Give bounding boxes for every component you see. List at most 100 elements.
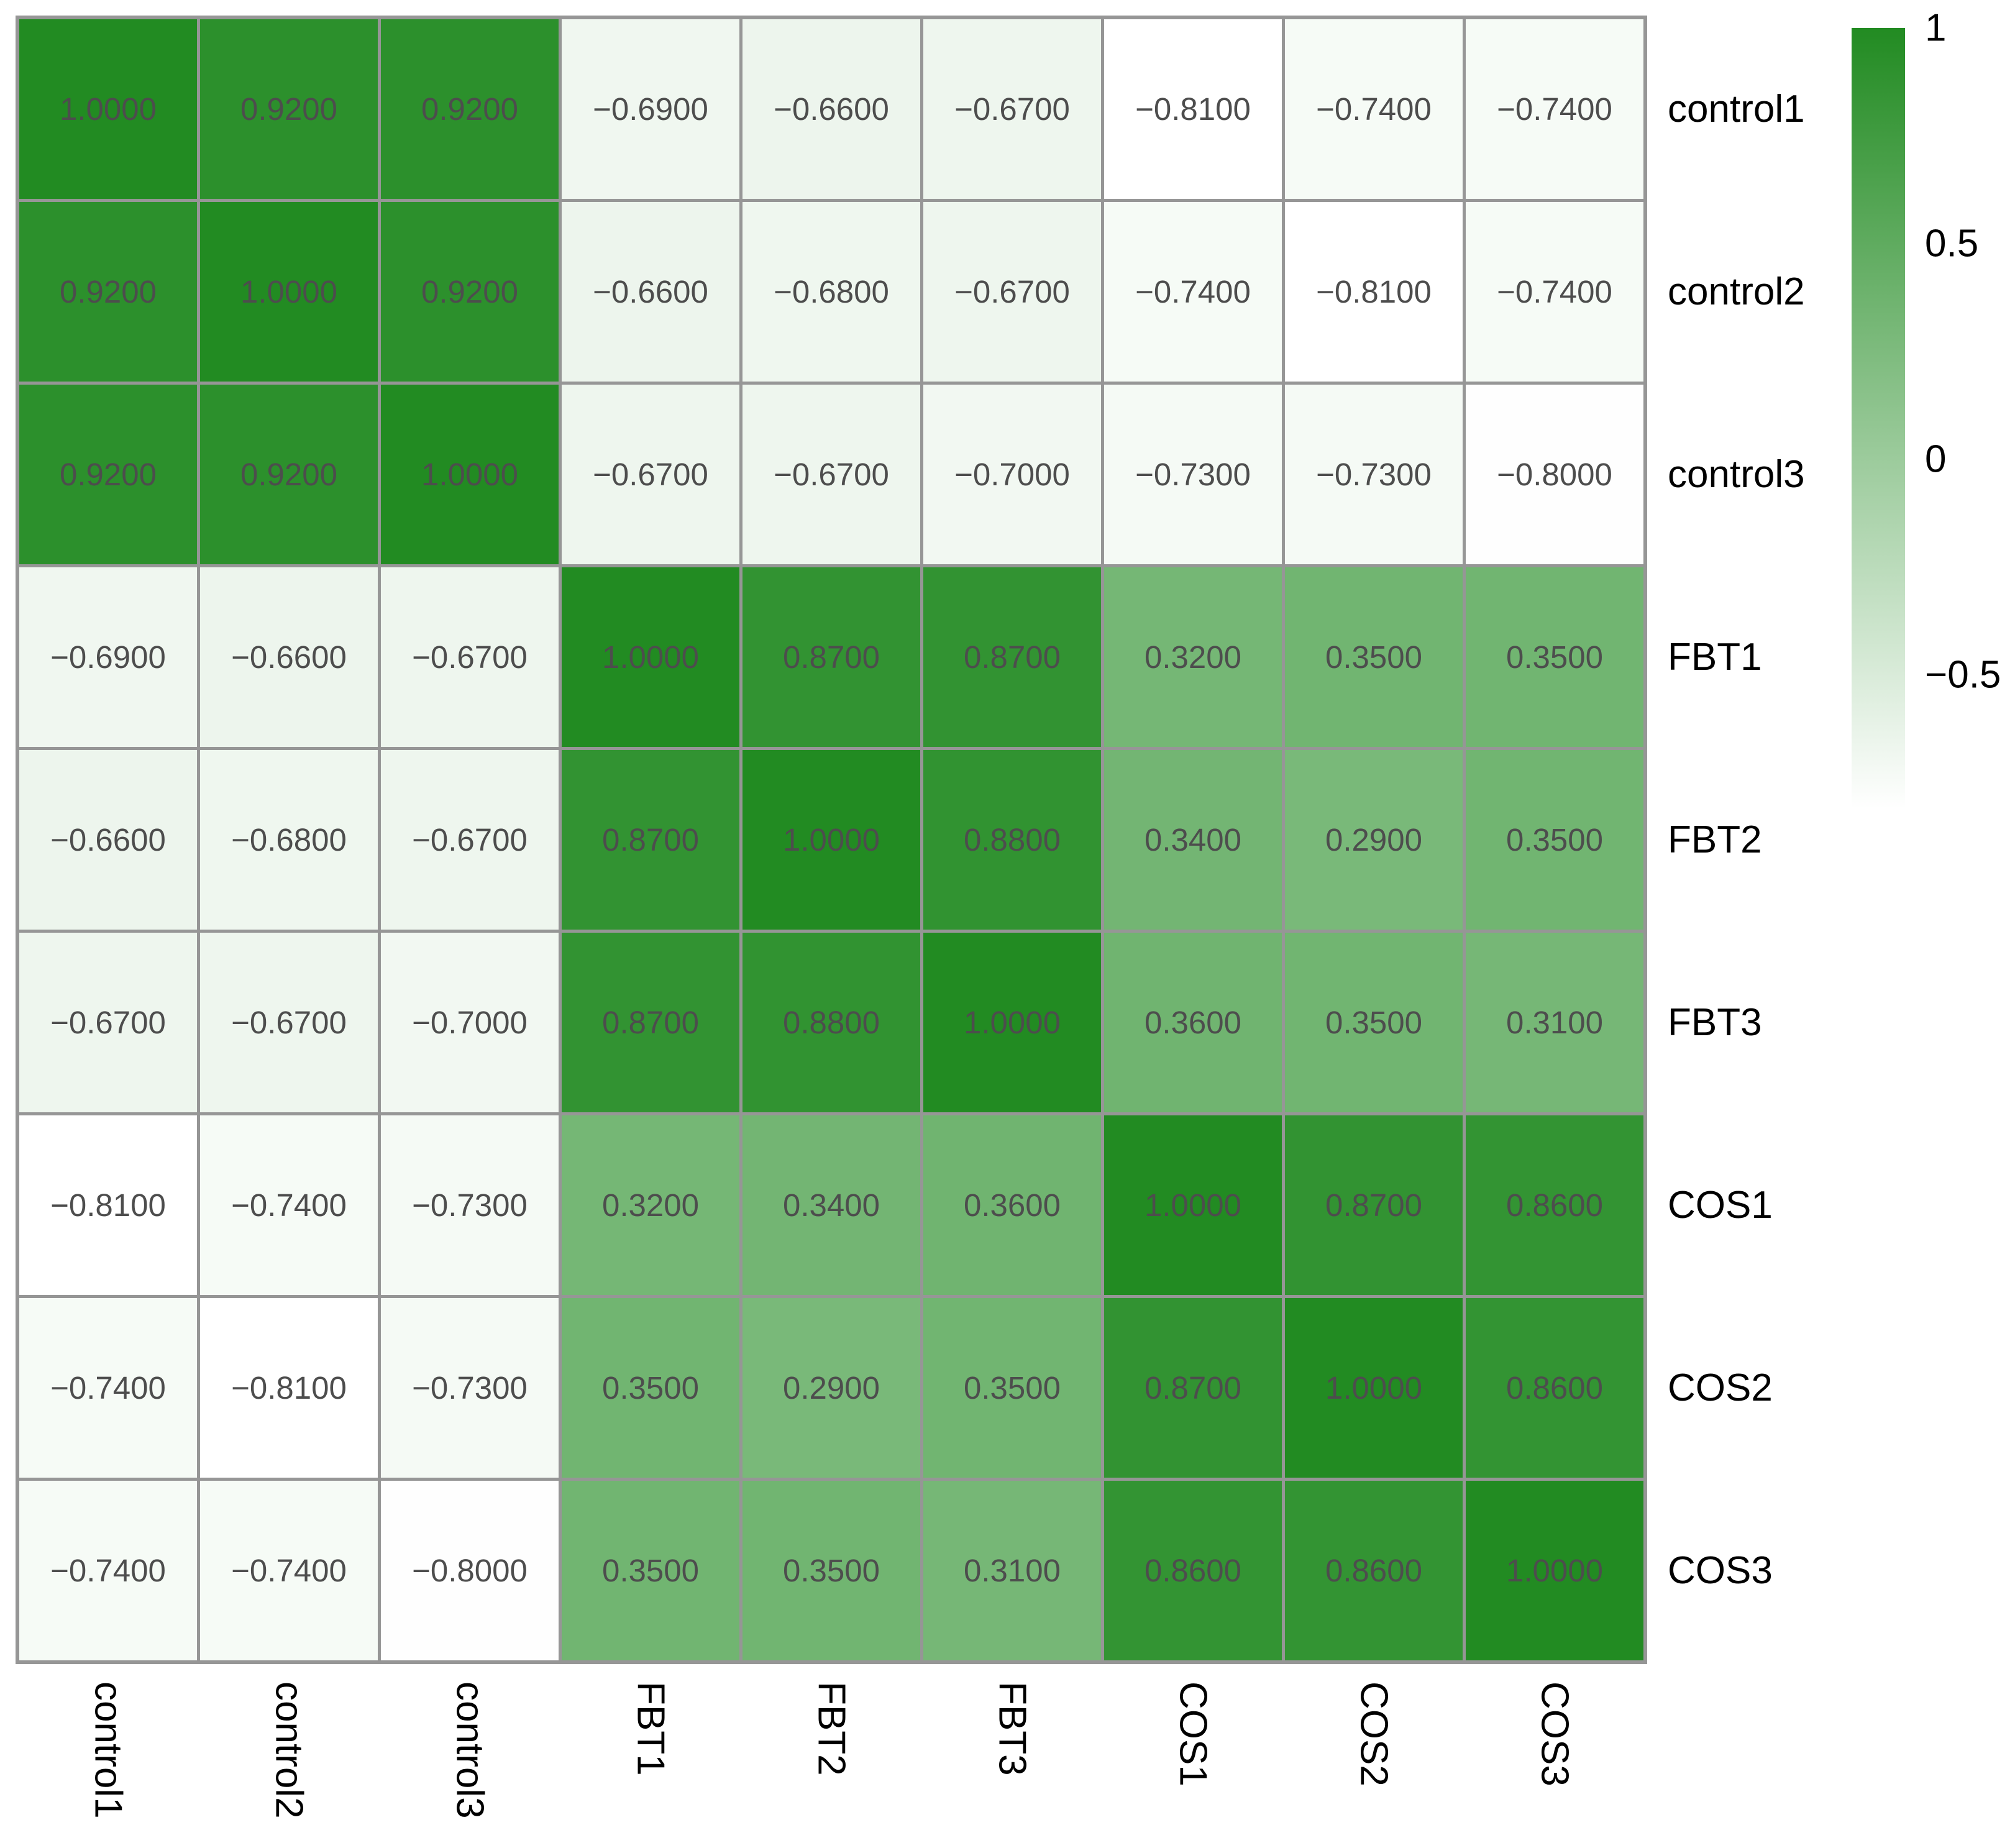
cell-value: 1.0000 <box>421 457 518 492</box>
cell-FBT1-FBT1: 1.0000 <box>562 567 739 747</box>
cell-COS2-COS1: 0.8700 <box>1104 1298 1282 1478</box>
colorbar-tick-1: 1 <box>1925 6 1947 50</box>
cell-value: 0.8700 <box>602 1005 699 1040</box>
cell-value: 0.8600 <box>1325 1553 1422 1588</box>
cell-value: −0.8100 <box>1316 274 1432 309</box>
cell-value: 0.8600 <box>1506 1187 1603 1223</box>
row-label-COS2: COS2 <box>1668 1366 1773 1409</box>
cell-COS3-COS2: 0.8600 <box>1285 1481 1463 1660</box>
col-label-control3: control3 <box>381 1681 559 1819</box>
col-label-text: control2 <box>267 1681 311 1819</box>
cell-control2-COS2: −0.8100 <box>1285 202 1463 382</box>
cell-COS3-COS1: 0.8600 <box>1104 1481 1282 1660</box>
cell-value: −0.8100 <box>50 1187 166 1223</box>
cell-control1-FBT3: −0.6700 <box>923 19 1101 199</box>
cell-value: −0.7400 <box>1135 274 1251 309</box>
cell-FBT3-FBT3: 1.0000 <box>923 933 1101 1112</box>
cell-FBT1-control3: −0.6700 <box>381 567 559 747</box>
cell-value: 0.3500 <box>602 1370 699 1406</box>
cell-control3-FBT2: −0.6700 <box>742 385 920 564</box>
col-label-control1: control1 <box>19 1681 197 1819</box>
cell-COS3-FBT1: 0.3500 <box>562 1481 739 1660</box>
row-label-FBT2: FBT2 <box>1668 818 1762 861</box>
row-label-control2: control2 <box>1668 270 1805 313</box>
cell-value: −0.6900 <box>50 639 166 675</box>
cell-control2-FBT3: −0.6700 <box>923 202 1101 382</box>
cell-value: −0.6700 <box>412 822 528 858</box>
cell-value: −0.7400 <box>1497 274 1612 309</box>
col-label-COS3: COS3 <box>1466 1681 1643 1819</box>
cell-control3-COS2: −0.7300 <box>1285 385 1463 564</box>
cell-value: 0.3600 <box>964 1187 1061 1223</box>
col-label-FBT3: FBT3 <box>923 1681 1101 1819</box>
cell-value: 0.8600 <box>1506 1370 1603 1406</box>
cell-value: −0.6600 <box>593 274 708 309</box>
cell-COS1-FBT3: 0.3600 <box>923 1115 1101 1295</box>
heatmap-grid: 1.0000 0.9200 0.9200 −0.6900 −0.6600 −0.6700 −… <box>16 16 1647 1664</box>
cell-FBT3-COS2: 0.3500 <box>1285 933 1463 1112</box>
cell-value: 0.2900 <box>783 1370 880 1406</box>
cell-control1-control2: 0.9200 <box>200 19 378 199</box>
cell-FBT2-control3: −0.6700 <box>381 750 559 930</box>
cell-FBT2-FBT3: 0.8800 <box>923 750 1101 930</box>
cell-value: −0.7400 <box>231 1187 347 1223</box>
col-label-text: FBT2 <box>810 1681 853 1776</box>
row-label-control3: control3 <box>1668 453 1805 496</box>
cell-control3-control3: 1.0000 <box>381 385 559 564</box>
colorbar-tick-labels: 1 0.5 0 −0.5 <box>1925 7 2015 808</box>
cell-value: 0.3500 <box>1325 639 1422 675</box>
cell-COS2-FBT2: 0.2900 <box>742 1298 920 1478</box>
cell-FBT2-COS3: 0.3500 <box>1466 750 1643 930</box>
cell-control1-COS2: −0.7400 <box>1285 19 1463 199</box>
cell-FBT1-COS2: 0.3500 <box>1285 567 1463 747</box>
cell-value: 0.3600 <box>1145 1005 1241 1040</box>
col-label-FBT2: FBT2 <box>742 1681 920 1819</box>
col-label-text: COS3 <box>1533 1681 1576 1786</box>
cell-COS1-COS2: 0.8700 <box>1285 1115 1463 1295</box>
cell-COS2-control3: −0.7300 <box>381 1298 559 1478</box>
row-label-FBT1: FBT1 <box>1668 636 1762 679</box>
cell-value: −0.6600 <box>774 91 889 127</box>
cell-COS3-control3: −0.8000 <box>381 1481 559 1660</box>
cell-value: −0.6700 <box>231 1005 347 1040</box>
cell-control1-FBT1: −0.6900 <box>562 19 739 199</box>
cell-value: −0.8100 <box>231 1370 347 1406</box>
cell-value: −0.6600 <box>50 822 166 858</box>
cell-COS1-COS3: 0.8600 <box>1466 1115 1643 1295</box>
cell-value: −0.6700 <box>50 1005 166 1040</box>
cell-value: 1.0000 <box>1506 1553 1603 1588</box>
cell-control3-FBT1: −0.6700 <box>562 385 739 564</box>
cell-COS2-FBT3: 0.3500 <box>923 1298 1101 1478</box>
cell-control2-FBT1: −0.6600 <box>562 202 739 382</box>
cell-FBT2-FBT1: 0.8700 <box>562 750 739 930</box>
cell-COS1-FBT1: 0.3200 <box>562 1115 739 1295</box>
colorbar-tick-0.5: 0.5 <box>1925 222 1979 265</box>
cell-value: 1.0000 <box>1145 1187 1241 1223</box>
cell-control1-COS3: −0.7400 <box>1466 19 1643 199</box>
col-label-text: FBT3 <box>990 1681 1034 1776</box>
cell-FBT2-FBT2: 1.0000 <box>742 750 920 930</box>
cell-control2-COS1: −0.7400 <box>1104 202 1282 382</box>
cell-COS2-control2: −0.8100 <box>200 1298 378 1478</box>
cell-FBT2-COS2: 0.2900 <box>1285 750 1463 930</box>
cell-control2-control1: 0.9200 <box>19 202 197 382</box>
cell-COS1-FBT2: 0.3400 <box>742 1115 920 1295</box>
col-label-text: control3 <box>448 1681 491 1819</box>
cell-COS2-control1: −0.7400 <box>19 1298 197 1478</box>
cell-value: −0.7400 <box>231 1553 347 1588</box>
cell-value: 0.3500 <box>1325 1005 1422 1040</box>
cell-FBT1-COS3: 0.3500 <box>1466 567 1643 747</box>
cell-control1-FBT2: −0.6600 <box>742 19 920 199</box>
col-label-control2: control2 <box>200 1681 378 1819</box>
cell-value: 0.9200 <box>421 274 518 309</box>
row-label-control1: control1 <box>1668 88 1805 130</box>
cell-COS3-COS3: 1.0000 <box>1466 1481 1643 1660</box>
cell-COS3-FBT2: 0.3500 <box>742 1481 920 1660</box>
cell-value: 0.3500 <box>602 1553 699 1588</box>
col-label-text: COS1 <box>1171 1681 1215 1786</box>
cell-value: 1.0000 <box>60 91 157 127</box>
cell-FBT2-control2: −0.6800 <box>200 750 378 930</box>
cell-value: −0.6700 <box>954 91 1070 127</box>
cell-value: 0.3200 <box>1145 639 1241 675</box>
